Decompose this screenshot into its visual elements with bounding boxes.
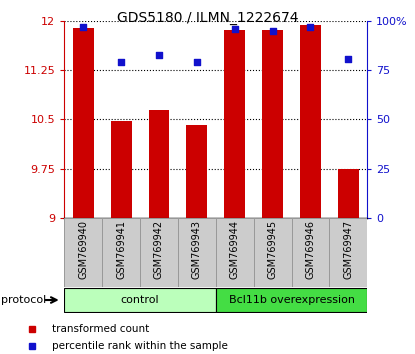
Bar bbox=[64, 218, 102, 287]
Bar bbox=[225, 30, 245, 218]
Point bbox=[307, 24, 314, 30]
Text: GSM769940: GSM769940 bbox=[78, 220, 88, 279]
Bar bbox=[300, 24, 321, 218]
Bar bbox=[216, 288, 367, 312]
Text: GSM769944: GSM769944 bbox=[230, 220, 240, 279]
Point bbox=[118, 60, 124, 65]
Point bbox=[269, 28, 276, 34]
Point bbox=[232, 26, 238, 32]
Bar bbox=[186, 125, 207, 218]
Point bbox=[345, 56, 352, 61]
Text: GDS5180 / ILMN_1222674: GDS5180 / ILMN_1222674 bbox=[117, 11, 298, 25]
Point bbox=[80, 24, 87, 30]
Bar bbox=[291, 218, 330, 287]
Bar bbox=[111, 121, 132, 218]
Bar bbox=[254, 218, 291, 287]
Text: GSM769947: GSM769947 bbox=[343, 220, 353, 279]
Text: GSM769942: GSM769942 bbox=[154, 220, 164, 279]
Bar bbox=[338, 169, 359, 218]
Bar bbox=[73, 28, 94, 218]
Bar bbox=[262, 30, 283, 218]
Bar bbox=[330, 218, 367, 287]
Text: protocol: protocol bbox=[1, 295, 46, 305]
Bar bbox=[178, 218, 216, 287]
Bar bbox=[216, 218, 254, 287]
Bar bbox=[64, 288, 216, 312]
Point bbox=[193, 60, 200, 65]
Bar bbox=[102, 218, 140, 287]
Text: control: control bbox=[121, 295, 159, 305]
Bar bbox=[149, 110, 169, 218]
Text: Bcl11b overexpression: Bcl11b overexpression bbox=[229, 295, 354, 305]
Text: percentile rank within the sample: percentile rank within the sample bbox=[52, 341, 228, 351]
Bar bbox=[140, 218, 178, 287]
Text: GSM769943: GSM769943 bbox=[192, 220, 202, 279]
Text: GSM769941: GSM769941 bbox=[116, 220, 126, 279]
Text: GSM769945: GSM769945 bbox=[268, 220, 278, 279]
Text: GSM769946: GSM769946 bbox=[305, 220, 315, 279]
Point bbox=[156, 52, 162, 57]
Text: transformed count: transformed count bbox=[52, 324, 149, 333]
